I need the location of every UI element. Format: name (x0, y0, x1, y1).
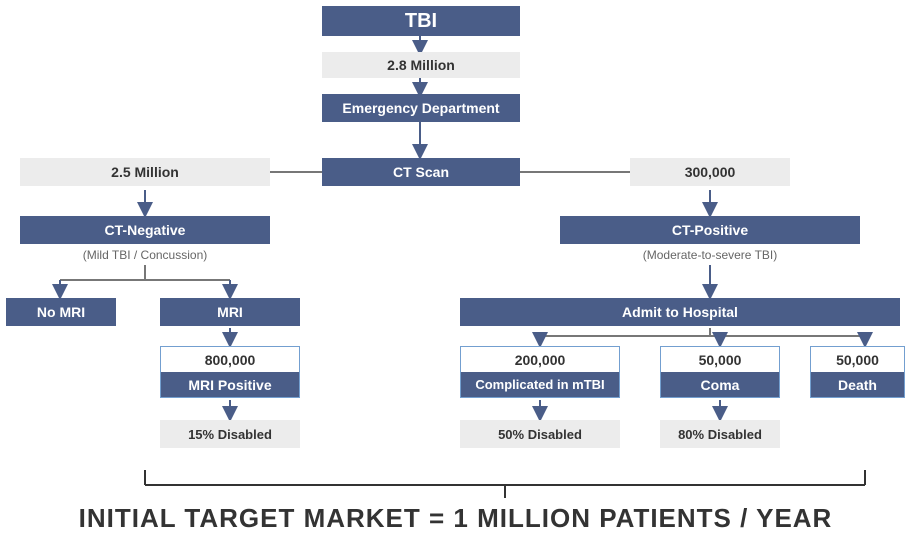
node-2-5-million: 2.5 Million (20, 158, 270, 186)
label-moderate-severe: (Moderate-to-severe TBI) (560, 246, 860, 264)
node-15-disabled: 15% Disabled (160, 420, 300, 448)
label-mild-tbi: (Mild TBI / Concussion) (20, 246, 270, 264)
node-800k: 800,000 (160, 346, 300, 372)
node-300k: 300,000 (630, 158, 790, 186)
node-emergency-department: Emergency Department (322, 94, 520, 122)
bottom-title: INITIAL TARGET MARKET = 1 MILLION PATIEN… (0, 500, 911, 536)
node-50-disabled: 50% Disabled (460, 420, 620, 448)
node-no-mri: No MRI (6, 298, 116, 326)
node-ct-negative: CT-Negative (20, 216, 270, 244)
node-admit-hospital: Admit to Hospital (460, 298, 900, 326)
node-2-8-million: 2.8 Million (322, 52, 520, 78)
node-50k-coma: 50,000 (660, 346, 780, 372)
node-200k: 200,000 (460, 346, 620, 372)
node-50k-death: 50,000 (810, 346, 905, 372)
node-death: Death (810, 372, 905, 398)
node-80-disabled: 80% Disabled (660, 420, 780, 448)
node-mri: MRI (160, 298, 300, 326)
node-ct-positive: CT-Positive (560, 216, 860, 244)
node-complicated-mtbi: Complicated in mTBI (460, 372, 620, 398)
node-coma: Coma (660, 372, 780, 398)
node-tbi: TBI (322, 6, 520, 36)
connectors (0, 0, 911, 542)
node-ct-scan: CT Scan (322, 158, 520, 186)
node-mri-positive: MRI Positive (160, 372, 300, 398)
